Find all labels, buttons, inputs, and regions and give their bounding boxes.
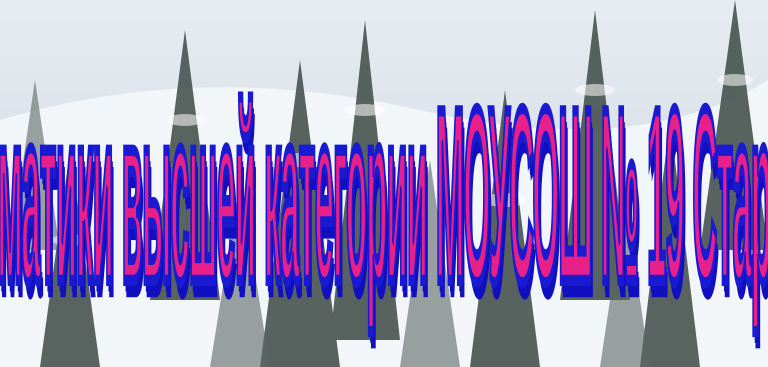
title-container: Подготовила учитель математики высшей ка… bbox=[0, 52, 768, 352]
slide-title: Подготовила учитель математики высшей ка… bbox=[0, 62, 768, 337]
